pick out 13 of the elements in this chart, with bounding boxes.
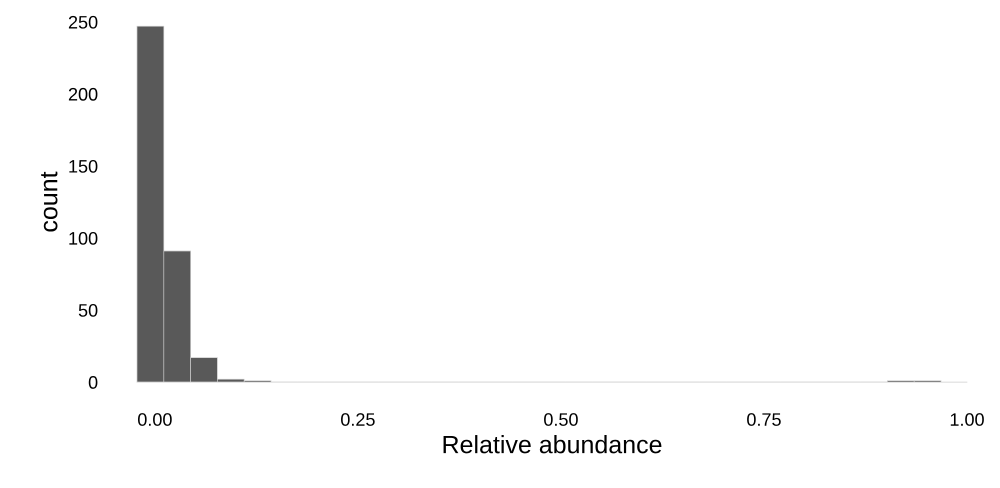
x-tick-label: 0.50	[544, 413, 578, 426]
y-tick-label: 150	[69, 160, 98, 173]
y-tick-label: 200	[68, 88, 98, 101]
y-tick-label: 50	[78, 304, 98, 317]
x-tick-label: 0.75	[747, 413, 781, 426]
y-axis-title: count	[41, 172, 58, 232]
y-tick-label: 250	[68, 16, 98, 29]
x-tick-label: 0.00	[138, 413, 172, 426]
x-tick-label: 0.25	[341, 413, 375, 426]
y-tick-label: 0	[88, 376, 98, 389]
y-tick-label: 100	[69, 232, 98, 245]
x-axis-title: Relative abundance	[444, 435, 662, 454]
x-tick-label: 1.00	[950, 413, 984, 426]
